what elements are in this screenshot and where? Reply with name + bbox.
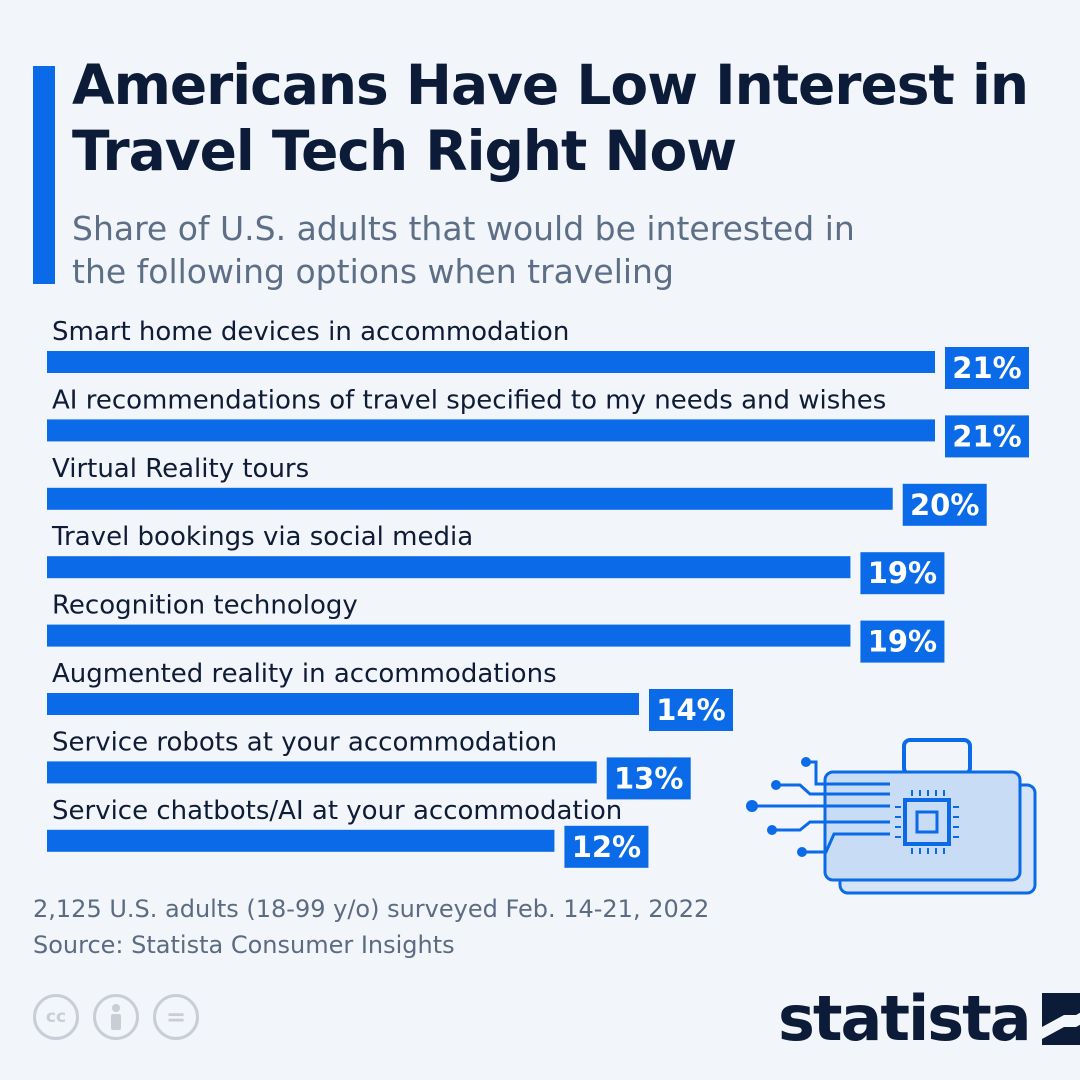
value-label-box	[945, 415, 1029, 458]
bar	[47, 761, 597, 784]
bar	[47, 829, 555, 852]
value-label-box	[564, 825, 649, 868]
briefcase-chip-icon	[746, 738, 1037, 895]
value-label-box	[902, 483, 987, 526]
page-subtitle: Share of U.S. adults that would be inter…	[72, 209, 855, 291]
category-label: Virtual Reality tours	[52, 454, 309, 484]
source-note: Source: Statista Consumer Insights	[33, 931, 455, 959]
category-label: Recognition technology	[52, 591, 358, 621]
value-label-box	[649, 689, 733, 731]
category-label: Service robots at your accommodation	[52, 727, 557, 757]
value-label: 12%	[572, 830, 641, 864]
no-derivatives-icon[interactable]: =	[153, 994, 199, 1040]
value-label: 21%	[952, 351, 1021, 385]
category-label: Augmented reality in accommodations	[52, 659, 557, 689]
cc-icon[interactable]: cc	[33, 994, 79, 1040]
value-label: 21%	[952, 419, 1021, 453]
license-icons: cc =	[33, 994, 199, 1040]
attribution-icon[interactable]	[93, 994, 139, 1040]
bar	[47, 624, 851, 647]
category-label: AI recommendations of travel specified t…	[52, 385, 886, 415]
value-label: 20%	[910, 488, 979, 522]
bar	[47, 693, 639, 715]
category-label: Service chatbots/AI at your accommodatio…	[52, 796, 622, 826]
bar	[47, 556, 851, 579]
survey-note: 2,125 U.S. adults (18-99 y/o) surveyed F…	[33, 895, 710, 923]
value-label: 19%	[868, 625, 937, 659]
statista-logo[interactable]: statista	[778, 986, 1080, 1052]
bar	[47, 487, 893, 510]
brand-name: statista	[778, 982, 1032, 1055]
bar	[47, 419, 935, 442]
page-title: Americans Have Low Interest in Travel Te…	[72, 53, 1029, 183]
category-label: Smart home devices in accommodation	[52, 317, 569, 347]
value-label-box	[860, 552, 945, 595]
value-label: 19%	[868, 556, 937, 590]
value-label-box	[606, 757, 691, 800]
value-label: 14%	[656, 693, 725, 727]
statista-logo-mark-icon	[1041, 993, 1080, 1045]
value-label: 13%	[614, 761, 683, 795]
bar	[47, 351, 935, 373]
value-label-box	[860, 620, 945, 663]
category-label: Travel bookings via social media	[51, 522, 473, 552]
value-label-box	[945, 347, 1029, 389]
title-accent-bar	[33, 66, 55, 284]
